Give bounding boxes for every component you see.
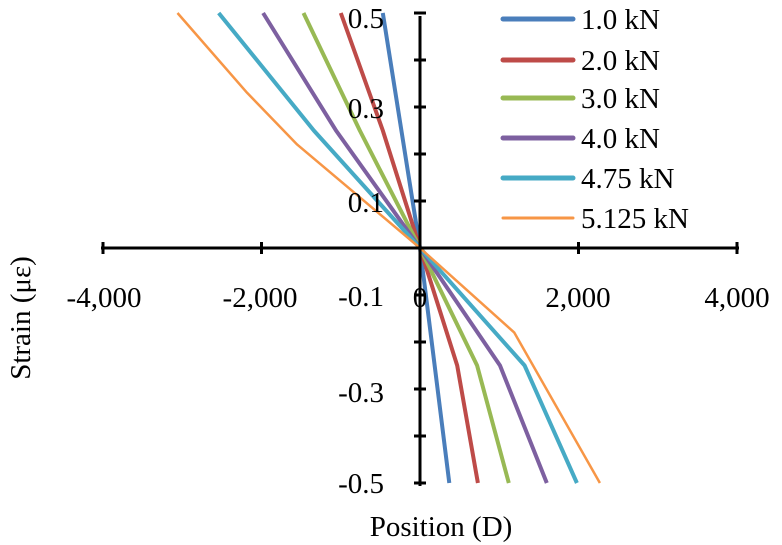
x-tick-label: 2,000 <box>545 282 610 314</box>
x-tick-label: 4,000 <box>704 282 769 314</box>
x-tick-label: -4,000 <box>67 282 142 314</box>
y-tick-label: -0.3 <box>338 377 384 409</box>
y-tick-labels: -0.5 -0.3 -0.1 0.1 0.3 0.5 <box>338 3 384 500</box>
legend-label: 1.0 kN <box>581 4 660 36</box>
legend-label: 3.0 kN <box>581 83 660 115</box>
legend-entry: 5.125 kN <box>501 203 689 235</box>
x-tick-label: 0 <box>413 282 428 314</box>
series-line <box>176 12 601 484</box>
legend-label: 4.75 kN <box>581 163 675 195</box>
legend-entry: 2.0 kN <box>500 45 660 77</box>
legend-entry: 1.0 kN <box>500 4 660 36</box>
legend-entry: 3.0 kN <box>500 83 660 115</box>
legend: 1.0 kN 2.0 kN 3.0 kN 4.0 kN 4.75 kN 5.12… <box>500 4 689 235</box>
y-tick-label: -0.5 <box>338 468 384 500</box>
legend-label: 5.125 kN <box>581 203 689 235</box>
y-tick-label: 0.3 <box>348 93 384 125</box>
legend-entry: 4.0 kN <box>500 123 660 155</box>
y-tick-label: -0.1 <box>338 281 384 313</box>
x-ticks <box>101 242 739 254</box>
x-tick-label: -2,000 <box>223 282 298 314</box>
x-axis-title: Position (D) <box>370 511 513 543</box>
legend-entry: 4.75 kN <box>500 163 675 195</box>
legend-label: 2.0 kN <box>581 45 660 77</box>
y-tick-label: 0.1 <box>348 187 384 219</box>
legend-label: 4.0 kN <box>581 123 660 155</box>
y-axis-title: Strain (με) <box>5 256 37 380</box>
x-tick-labels: -4,000 -2,000 0 2,000 4,000 <box>67 282 770 314</box>
y-tick-label: 0.5 <box>348 3 384 35</box>
y-ticks <box>414 11 426 485</box>
